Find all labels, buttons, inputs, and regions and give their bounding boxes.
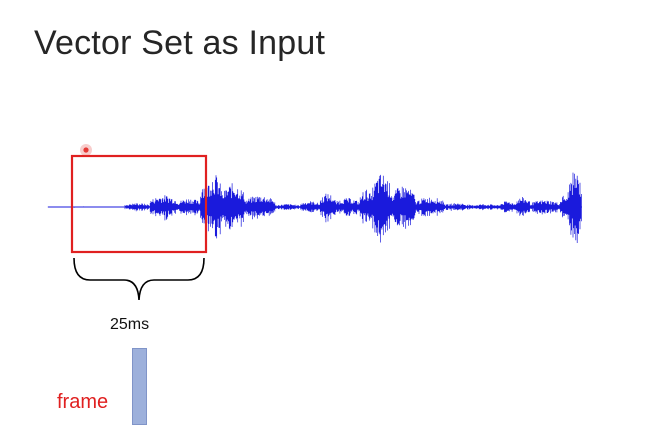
window-box xyxy=(70,154,208,254)
curly-brace-icon xyxy=(73,257,205,301)
frame-vector-bar xyxy=(132,348,147,425)
frame-label: frame xyxy=(57,391,109,413)
waveform-trace xyxy=(47,172,582,243)
slide-title: Vector Set as Input xyxy=(34,24,326,62)
audio-waveform xyxy=(47,172,582,243)
duration-label: 25ms xyxy=(110,316,150,333)
cursor-dot-icon xyxy=(80,144,92,156)
